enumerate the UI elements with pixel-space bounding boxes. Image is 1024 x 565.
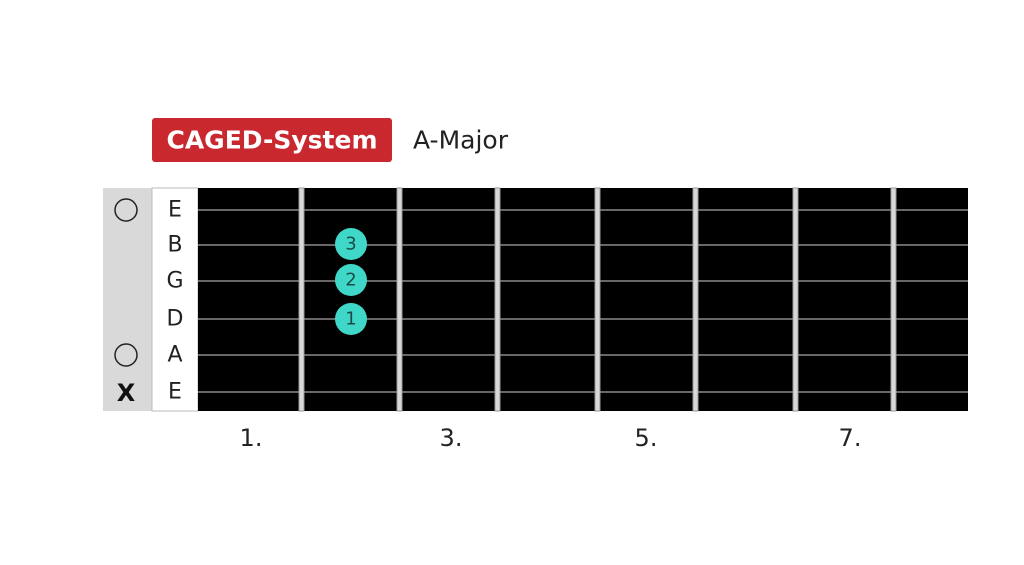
finger-dot [335, 228, 367, 260]
fretboard [198, 188, 968, 411]
fret [792, 187, 799, 412]
open-marker [114, 343, 138, 367]
open-marker [114, 198, 138, 222]
muted-marker: X [117, 379, 136, 407]
badge-text: CAGED-System [166, 126, 377, 155]
finger-label: 1 [345, 309, 356, 330]
fret [890, 187, 897, 412]
fret-number: 3. [440, 424, 463, 452]
string-label: D [167, 307, 184, 332]
fret-number: 5. [635, 424, 658, 452]
fret [692, 187, 699, 412]
fret-number: 7. [839, 424, 862, 452]
string-label: A [167, 343, 182, 368]
strings [198, 209, 968, 393]
label-column [151, 187, 199, 412]
string-label: B [167, 233, 182, 258]
fret [298, 187, 305, 412]
fret-number: 1. [240, 424, 263, 452]
string-label: E [168, 380, 182, 405]
string-label: G [166, 269, 183, 294]
marker-strip [103, 188, 152, 411]
badge [152, 118, 392, 162]
fret [594, 187, 601, 412]
fret [396, 187, 403, 412]
frets [298, 187, 897, 412]
finger-label: 3 [345, 234, 356, 255]
finger-label: 2 [345, 270, 356, 291]
title: A-Major [413, 126, 509, 155]
finger-dot [335, 264, 367, 296]
string-label: E [168, 198, 182, 223]
fret [494, 187, 501, 412]
finger-dot [335, 303, 367, 335]
